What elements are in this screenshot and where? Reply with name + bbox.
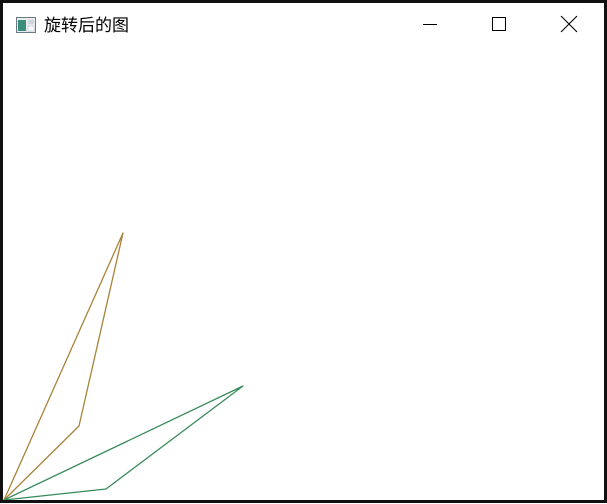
maximize-icon [491, 16, 507, 36]
title-bar[interactable]: 旋转后的图 [3, 3, 604, 49]
drawing-canvas [3, 49, 604, 501]
close-icon [560, 15, 578, 37]
close-button[interactable] [546, 3, 592, 49]
minimize-icon [422, 16, 438, 36]
drawing-surface [3, 232, 244, 501]
minimize-button[interactable] [407, 3, 453, 49]
original-shape [3, 232, 124, 501]
maximize-button[interactable] [476, 3, 522, 49]
app-window-icon[interactable] [16, 17, 36, 33]
rotated-shape [3, 385, 244, 501]
window-title: 旋转后的图 [44, 16, 129, 36]
